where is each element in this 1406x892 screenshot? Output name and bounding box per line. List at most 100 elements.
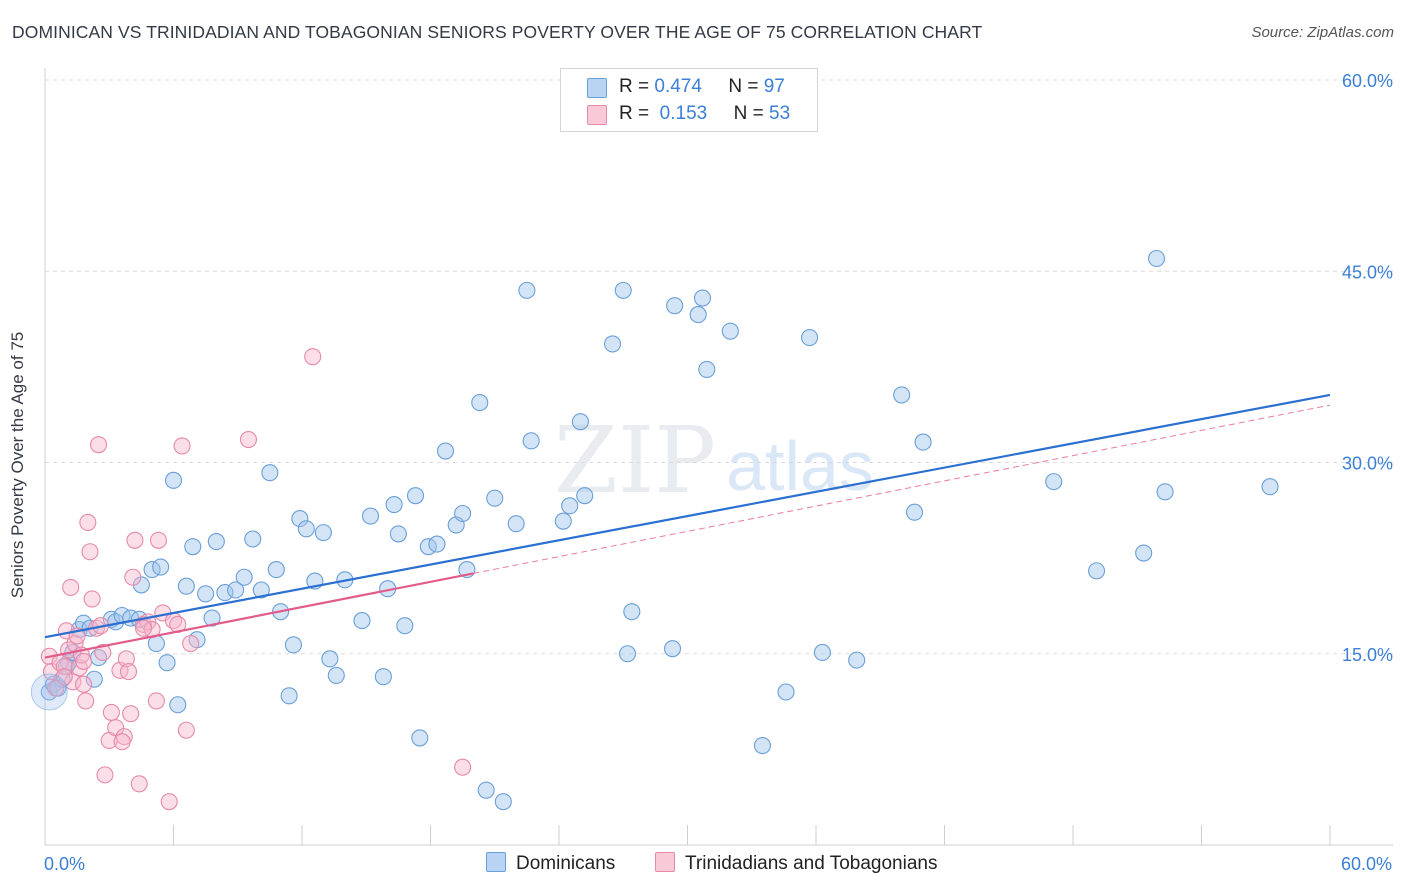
trend-line-trinidadians-extension bbox=[473, 404, 1331, 574]
dominican-point bbox=[184, 538, 202, 556]
dominican-point bbox=[374, 668, 392, 686]
grid bbox=[45, 79, 1393, 655]
trinidadian-point bbox=[75, 652, 93, 670]
x-tick-label: 60.0% bbox=[1341, 854, 1392, 874]
bottom-legend-trinidadians: Trinidadians and Tobagonians bbox=[655, 852, 937, 875]
dominican-point bbox=[436, 442, 455, 460]
dominican-point bbox=[689, 306, 707, 324]
dominican-point bbox=[203, 609, 221, 627]
x-tick-label: 0.0% bbox=[44, 854, 85, 874]
dominican-point bbox=[914, 433, 932, 451]
trinidadian-point bbox=[107, 719, 125, 737]
dominican-point bbox=[1261, 478, 1279, 496]
dominican-point bbox=[1156, 483, 1174, 501]
trinidadian-point bbox=[239, 430, 258, 449]
data-points bbox=[30, 249, 1279, 811]
dominican-point bbox=[261, 464, 279, 482]
legend-r-label: R = bbox=[619, 103, 650, 124]
dominican-point bbox=[905, 503, 924, 521]
trinidadian-point bbox=[304, 348, 322, 366]
dominican-point bbox=[177, 577, 195, 595]
watermark-atlas: atlas bbox=[726, 427, 874, 505]
chart-title: DOMINICAN VS TRINIDADIAN AND TOBAGONIAN … bbox=[12, 22, 983, 42]
bottom-legend-swatch-dominicans bbox=[486, 852, 506, 872]
dominican-point bbox=[893, 386, 911, 404]
dominican-point bbox=[813, 643, 831, 662]
trinidadian-point bbox=[117, 650, 135, 668]
trinidadian-point bbox=[130, 775, 148, 793]
trinidadian-point bbox=[42, 663, 60, 681]
legend-n-label: N = bbox=[728, 76, 759, 97]
trinidadian-point bbox=[89, 436, 108, 454]
trinidadian-point bbox=[62, 578, 80, 597]
axes bbox=[44, 68, 1393, 846]
dominican-point bbox=[618, 645, 637, 663]
dominican-point bbox=[428, 535, 446, 553]
dominican-point bbox=[507, 515, 525, 533]
dominican-point bbox=[235, 568, 253, 586]
trinidadian-point bbox=[454, 758, 472, 776]
dominican-point bbox=[207, 532, 225, 551]
legend-n-value: 97 bbox=[763, 76, 785, 97]
dominican-point bbox=[164, 471, 183, 489]
dominican-point bbox=[576, 487, 594, 505]
trinidadian-point bbox=[96, 766, 114, 784]
trinidadian-point bbox=[160, 793, 178, 811]
legend-r-value: 0.474 bbox=[654, 76, 702, 97]
dominican-point bbox=[1088, 562, 1106, 580]
trinidadian-point bbox=[94, 643, 112, 662]
series-trinidadians bbox=[40, 348, 472, 811]
trinidadian-point bbox=[47, 679, 65, 697]
trinidadian-point bbox=[173, 437, 191, 455]
dominican-point bbox=[389, 525, 407, 543]
dominican-point bbox=[169, 696, 187, 714]
trinidadian-point bbox=[147, 692, 165, 710]
trinidadian-point bbox=[55, 657, 73, 676]
legend: R = 0.474 N = 97 R = 0.153 N = 53 bbox=[560, 68, 818, 132]
dominican-point bbox=[1147, 249, 1166, 268]
dominican-point bbox=[353, 612, 371, 630]
legend-r-value: 0.153 bbox=[659, 103, 708, 124]
watermark-zip: ZIP bbox=[554, 407, 716, 514]
y-tick-label: 45.0% bbox=[1342, 262, 1393, 282]
dominican-point bbox=[518, 281, 536, 299]
trinidadian-point bbox=[124, 568, 142, 586]
trinidadian-point bbox=[119, 663, 138, 681]
trinidadian-point bbox=[81, 543, 99, 561]
dominican-point bbox=[603, 335, 622, 353]
y-tick-label: 30.0% bbox=[1342, 454, 1393, 474]
dominican-point bbox=[801, 328, 819, 347]
trinidadian-point bbox=[64, 673, 82, 691]
dominican-point bbox=[385, 496, 403, 514]
dominican-point bbox=[698, 360, 716, 378]
dominican-point bbox=[396, 617, 414, 635]
dominican-point bbox=[486, 489, 504, 507]
dominican-point bbox=[152, 558, 170, 576]
dominican-point bbox=[197, 585, 215, 603]
legend-n-value: 53 bbox=[769, 103, 791, 124]
dominican-point-cluster bbox=[30, 673, 68, 711]
trinidadian-point bbox=[79, 513, 97, 531]
bottom-legend-label: Trinidadians and Tobagonians bbox=[685, 853, 938, 874]
dominican-point bbox=[614, 281, 632, 299]
dominican-point bbox=[1045, 473, 1063, 491]
bottom-legend-label: Dominicans bbox=[516, 853, 616, 874]
dominican-point bbox=[848, 651, 866, 669]
dominican-point bbox=[297, 520, 315, 538]
tick-labels: 15.0% 30.0% 45.0% 60.0% 0.0% 60.0% bbox=[44, 71, 1393, 874]
chart-source: Source: ZipAtlas.com bbox=[1251, 24, 1394, 41]
trinidadian-point bbox=[134, 619, 153, 637]
dominican-point bbox=[693, 289, 712, 307]
dominican-point bbox=[663, 640, 682, 658]
trinidadian-point bbox=[149, 531, 168, 549]
dominican-point bbox=[471, 394, 489, 412]
y-axis-label: Seniors Poverty Over the Age of 75 bbox=[8, 331, 27, 599]
legend-swatch-trinidadians bbox=[587, 105, 607, 125]
trinidadian-point bbox=[113, 733, 131, 751]
dominican-point bbox=[321, 650, 339, 668]
trinidadian-point bbox=[122, 705, 140, 723]
y-tick-label: 60.0% bbox=[1342, 71, 1393, 91]
dominican-point bbox=[216, 583, 234, 602]
bottom-legend-swatch-trinidadians bbox=[655, 852, 675, 872]
